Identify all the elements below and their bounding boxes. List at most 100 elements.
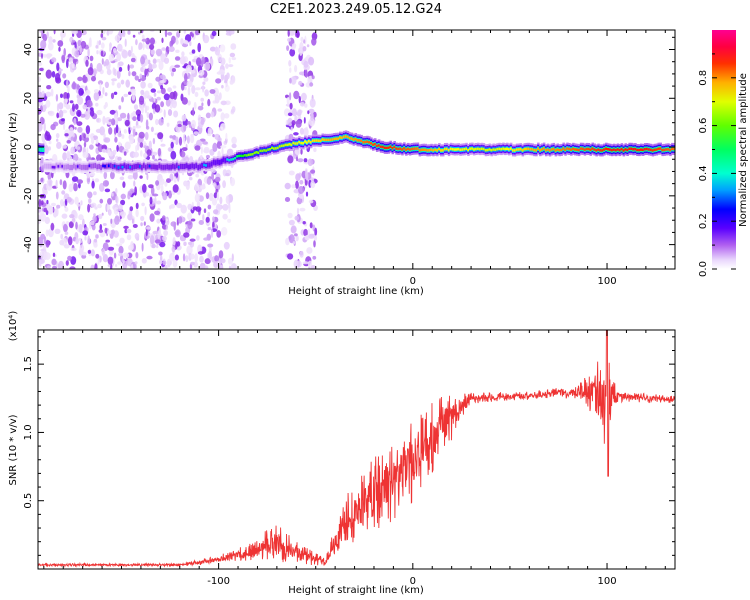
noise-speck (102, 87, 105, 95)
noise-speck (140, 89, 145, 96)
ridge-segment (65, 164, 68, 170)
noise-speck (78, 214, 84, 221)
noise-speck (205, 154, 210, 159)
ridge-segment (655, 148, 659, 151)
ridge-segment (385, 146, 389, 150)
ridge-segment (294, 142, 297, 145)
noise-speck (69, 100, 74, 104)
noise-speck (131, 218, 134, 224)
ridge-segment (513, 149, 517, 152)
ridge-segment (568, 147, 571, 151)
x-tick-label: 100 (597, 276, 616, 287)
noise-speck (72, 103, 75, 112)
ridge-segment (393, 145, 396, 149)
noise-speck (221, 84, 224, 89)
noise-speck (228, 265, 232, 269)
noise-speck (103, 61, 107, 67)
noise-speck (132, 34, 136, 38)
noise-speck (313, 147, 317, 153)
ridge-segment (657, 147, 660, 150)
noise-speck (209, 46, 216, 52)
ridge-segment (321, 138, 324, 141)
noise-speck (203, 34, 210, 44)
ridge-segment (218, 160, 222, 165)
noise-speck (147, 59, 151, 65)
noise-speck (287, 38, 292, 42)
noise-speck (129, 136, 135, 145)
noise-speck (132, 128, 136, 137)
noise-speck (207, 204, 212, 210)
ridge-segment (395, 147, 398, 150)
ridge-segment (475, 147, 478, 151)
noise-speck (302, 221, 306, 225)
noise-speck (87, 249, 92, 254)
ridge-segment (160, 164, 163, 170)
noise-speck (134, 232, 140, 240)
noise-speck (131, 53, 135, 58)
ridge-segment (399, 147, 402, 150)
noise-speck (124, 228, 128, 234)
noise-speck (71, 176, 79, 182)
noise-speck (211, 172, 215, 181)
ridge-segment (181, 164, 185, 169)
ridge-segment (90, 163, 93, 169)
noise-speck (114, 216, 120, 225)
noise-speck (194, 145, 201, 151)
noise-speck (184, 73, 188, 82)
noise-speck (96, 154, 102, 163)
spectrogram-marks (38, 30, 675, 269)
ridge-segment (397, 147, 400, 151)
ridge-segment (591, 147, 594, 150)
ridge-segment (605, 147, 608, 150)
noise-speck (117, 261, 122, 265)
ridge-segment (566, 147, 569, 150)
noise-speck (287, 112, 293, 117)
noise-speck (72, 58, 78, 63)
noise-speck (309, 98, 316, 108)
ridge-segment (548, 149, 552, 152)
noise-speck (194, 87, 201, 91)
ridge-segment (315, 139, 319, 142)
noise-speck (225, 63, 229, 69)
noise-speck (143, 145, 147, 149)
noise-speck (111, 78, 118, 82)
noise-speck (78, 223, 83, 234)
noise-speck (121, 237, 125, 244)
noise-speck (166, 178, 171, 184)
noise-speck (117, 141, 122, 147)
noise-speck (149, 235, 155, 245)
noise-speck (152, 155, 155, 160)
noise-speck (45, 239, 50, 248)
ridge-segment (488, 148, 492, 151)
noise-speck (76, 109, 82, 117)
ridge-segment (523, 147, 526, 151)
noise-speck (168, 190, 172, 199)
ridge-segment (121, 165, 124, 169)
ridge-segment (589, 148, 592, 151)
ridge-segment (183, 164, 187, 169)
ridge-segment (352, 138, 356, 141)
noise-speck (122, 257, 125, 265)
noise-speck (207, 98, 211, 107)
noise-speck (310, 112, 314, 122)
noise-speck (84, 236, 87, 241)
noise-speck (104, 137, 111, 143)
noise-speck (162, 192, 168, 201)
noise-speck (120, 193, 127, 200)
ridge-segment (241, 154, 245, 158)
noise-speck (311, 37, 317, 46)
ridge-segment (179, 163, 183, 169)
noise-speck (88, 198, 92, 204)
noise-speck (183, 124, 187, 132)
ridge-segment (508, 148, 511, 151)
noise-speck (104, 227, 108, 234)
noise-speck (164, 264, 168, 269)
noise-speck (132, 171, 138, 180)
noise-speck (111, 229, 115, 235)
ridge-segment (381, 145, 385, 149)
ridge-segment (39, 146, 43, 152)
noise-speck (204, 61, 211, 71)
spectrogram-ylabel: Frequency (Hz) (8, 112, 19, 188)
noise-speck (66, 196, 72, 203)
noise-speck (69, 214, 75, 219)
